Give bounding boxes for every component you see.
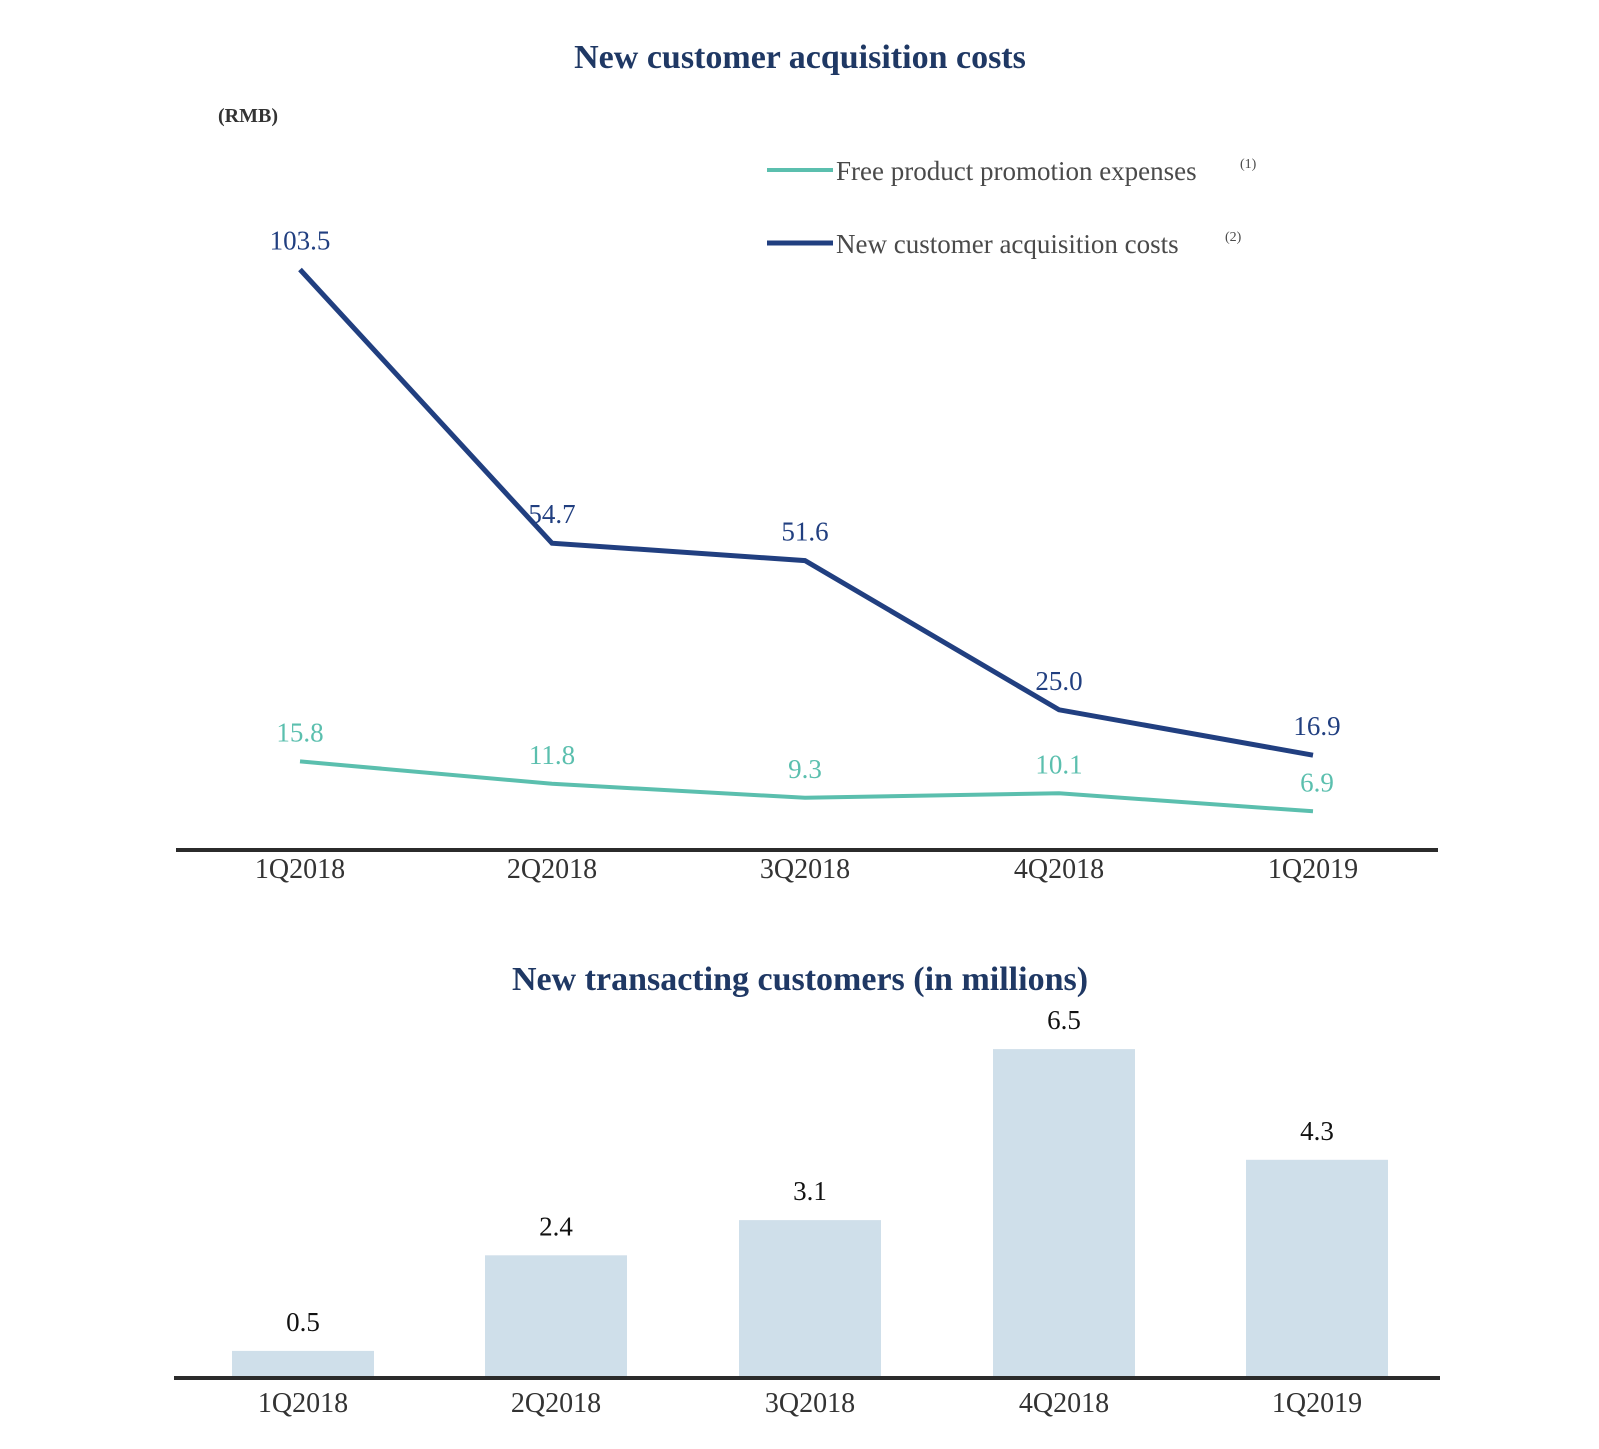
x-tick-line-1q2018: 1Q2018 [255, 854, 345, 885]
line-chart-title: New customer acquisition costs [574, 39, 1026, 76]
bar-chart-data-labels: 0.5 2.4 3.1 6.5 4.3 [286, 1005, 1334, 1337]
data-label-free-product-promotion-expenses-1q2019: 6.9 [1300, 767, 1334, 797]
bar-chart-title: New transacting customers (in millions) [512, 961, 1088, 998]
bar-chart-bars [232, 1049, 1388, 1376]
data-label-new-customer-acquisition-costs-3q2018: 51.6 [781, 517, 828, 547]
legend-label-free-product-promotion-expenses: Free product promotion expenses [836, 156, 1197, 186]
x-tick-bar-4q2018: 4Q2018 [1019, 1388, 1109, 1419]
line-chart-data-labels: 15.8 11.8 9.3 10.1 6.9 103.5 54.7 51.6 25.0 16.9 [270, 225, 1341, 797]
x-tick-bar-1q2018: 1Q2018 [258, 1388, 348, 1419]
x-tick-bar-2q2018: 2Q2018 [511, 1388, 601, 1419]
bar-4q2018 [993, 1049, 1135, 1376]
x-tick-line-4q2018: 4Q2018 [1014, 854, 1104, 885]
legend-footnote-free-product-promotion-expenses: (1) [1240, 157, 1257, 172]
bar-value-label-1q2019: 4.3 [1300, 1116, 1334, 1146]
data-label-free-product-promotion-expenses-4q2018: 10.1 [1035, 749, 1082, 779]
bar-chart: New transacting customers (in millions) … [174, 961, 1440, 1419]
data-label-new-customer-acquisition-costs-1q2018: 103.5 [270, 225, 331, 255]
series-line-new-customer-acquisition-costs [298, 267, 1314, 758]
y-unit-label: (RMB) [218, 105, 278, 127]
x-tick-bar-3q2018: 3Q2018 [765, 1388, 855, 1419]
data-label-new-customer-acquisition-costs-4q2018: 25.0 [1035, 666, 1082, 696]
bar-value-label-3q2018: 3.1 [793, 1176, 827, 1206]
line-chart: New customer acquisition costs (RMB) Fre… [176, 39, 1438, 885]
line-chart-legend: Free product promotion expenses (1) New cu… [767, 156, 1257, 259]
legend-footnote-new-customer-acquisition-costs: (2) [1225, 230, 1242, 245]
line-chart-x-tick-labels: 1Q2018 2Q2018 3Q2018 4Q2018 1Q2019 [255, 854, 1358, 885]
x-tick-line-3q2018: 3Q2018 [760, 854, 850, 885]
x-tick-line-2q2018: 2Q2018 [507, 854, 597, 885]
bar-value-label-1q2018: 0.5 [286, 1307, 320, 1337]
data-label-free-product-promotion-expenses-3q2018: 9.3 [788, 754, 822, 784]
series-line-free-product-promotion-expenses [299, 759, 1314, 814]
data-label-free-product-promotion-expenses-1q2018: 15.8 [276, 717, 323, 747]
data-label-new-customer-acquisition-costs-2q2018: 54.7 [528, 499, 575, 529]
x-tick-bar-1q2019: 1Q2019 [1272, 1388, 1362, 1419]
bar-2q2018 [485, 1255, 627, 1376]
bar-value-label-2q2018: 2.4 [539, 1211, 573, 1241]
bar-3q2018 [739, 1220, 881, 1376]
bar-1q2019 [1246, 1159, 1388, 1376]
data-label-new-customer-acquisition-costs-1q2019: 16.9 [1293, 711, 1340, 741]
legend-label-new-customer-acquisition-costs: New customer acquisition costs [836, 229, 1179, 259]
x-tick-line-1q2019: 1Q2019 [1268, 854, 1358, 885]
data-label-free-product-promotion-expenses-2q2018: 11.8 [529, 740, 575, 770]
bar-1q2018 [232, 1350, 374, 1376]
bar-chart-x-tick-labels: 1Q2018 2Q2018 3Q2018 4Q2018 1Q2019 [258, 1388, 1362, 1419]
line-chart-series [298, 267, 1314, 814]
bar-value-label-4q2018: 6.5 [1047, 1005, 1081, 1035]
